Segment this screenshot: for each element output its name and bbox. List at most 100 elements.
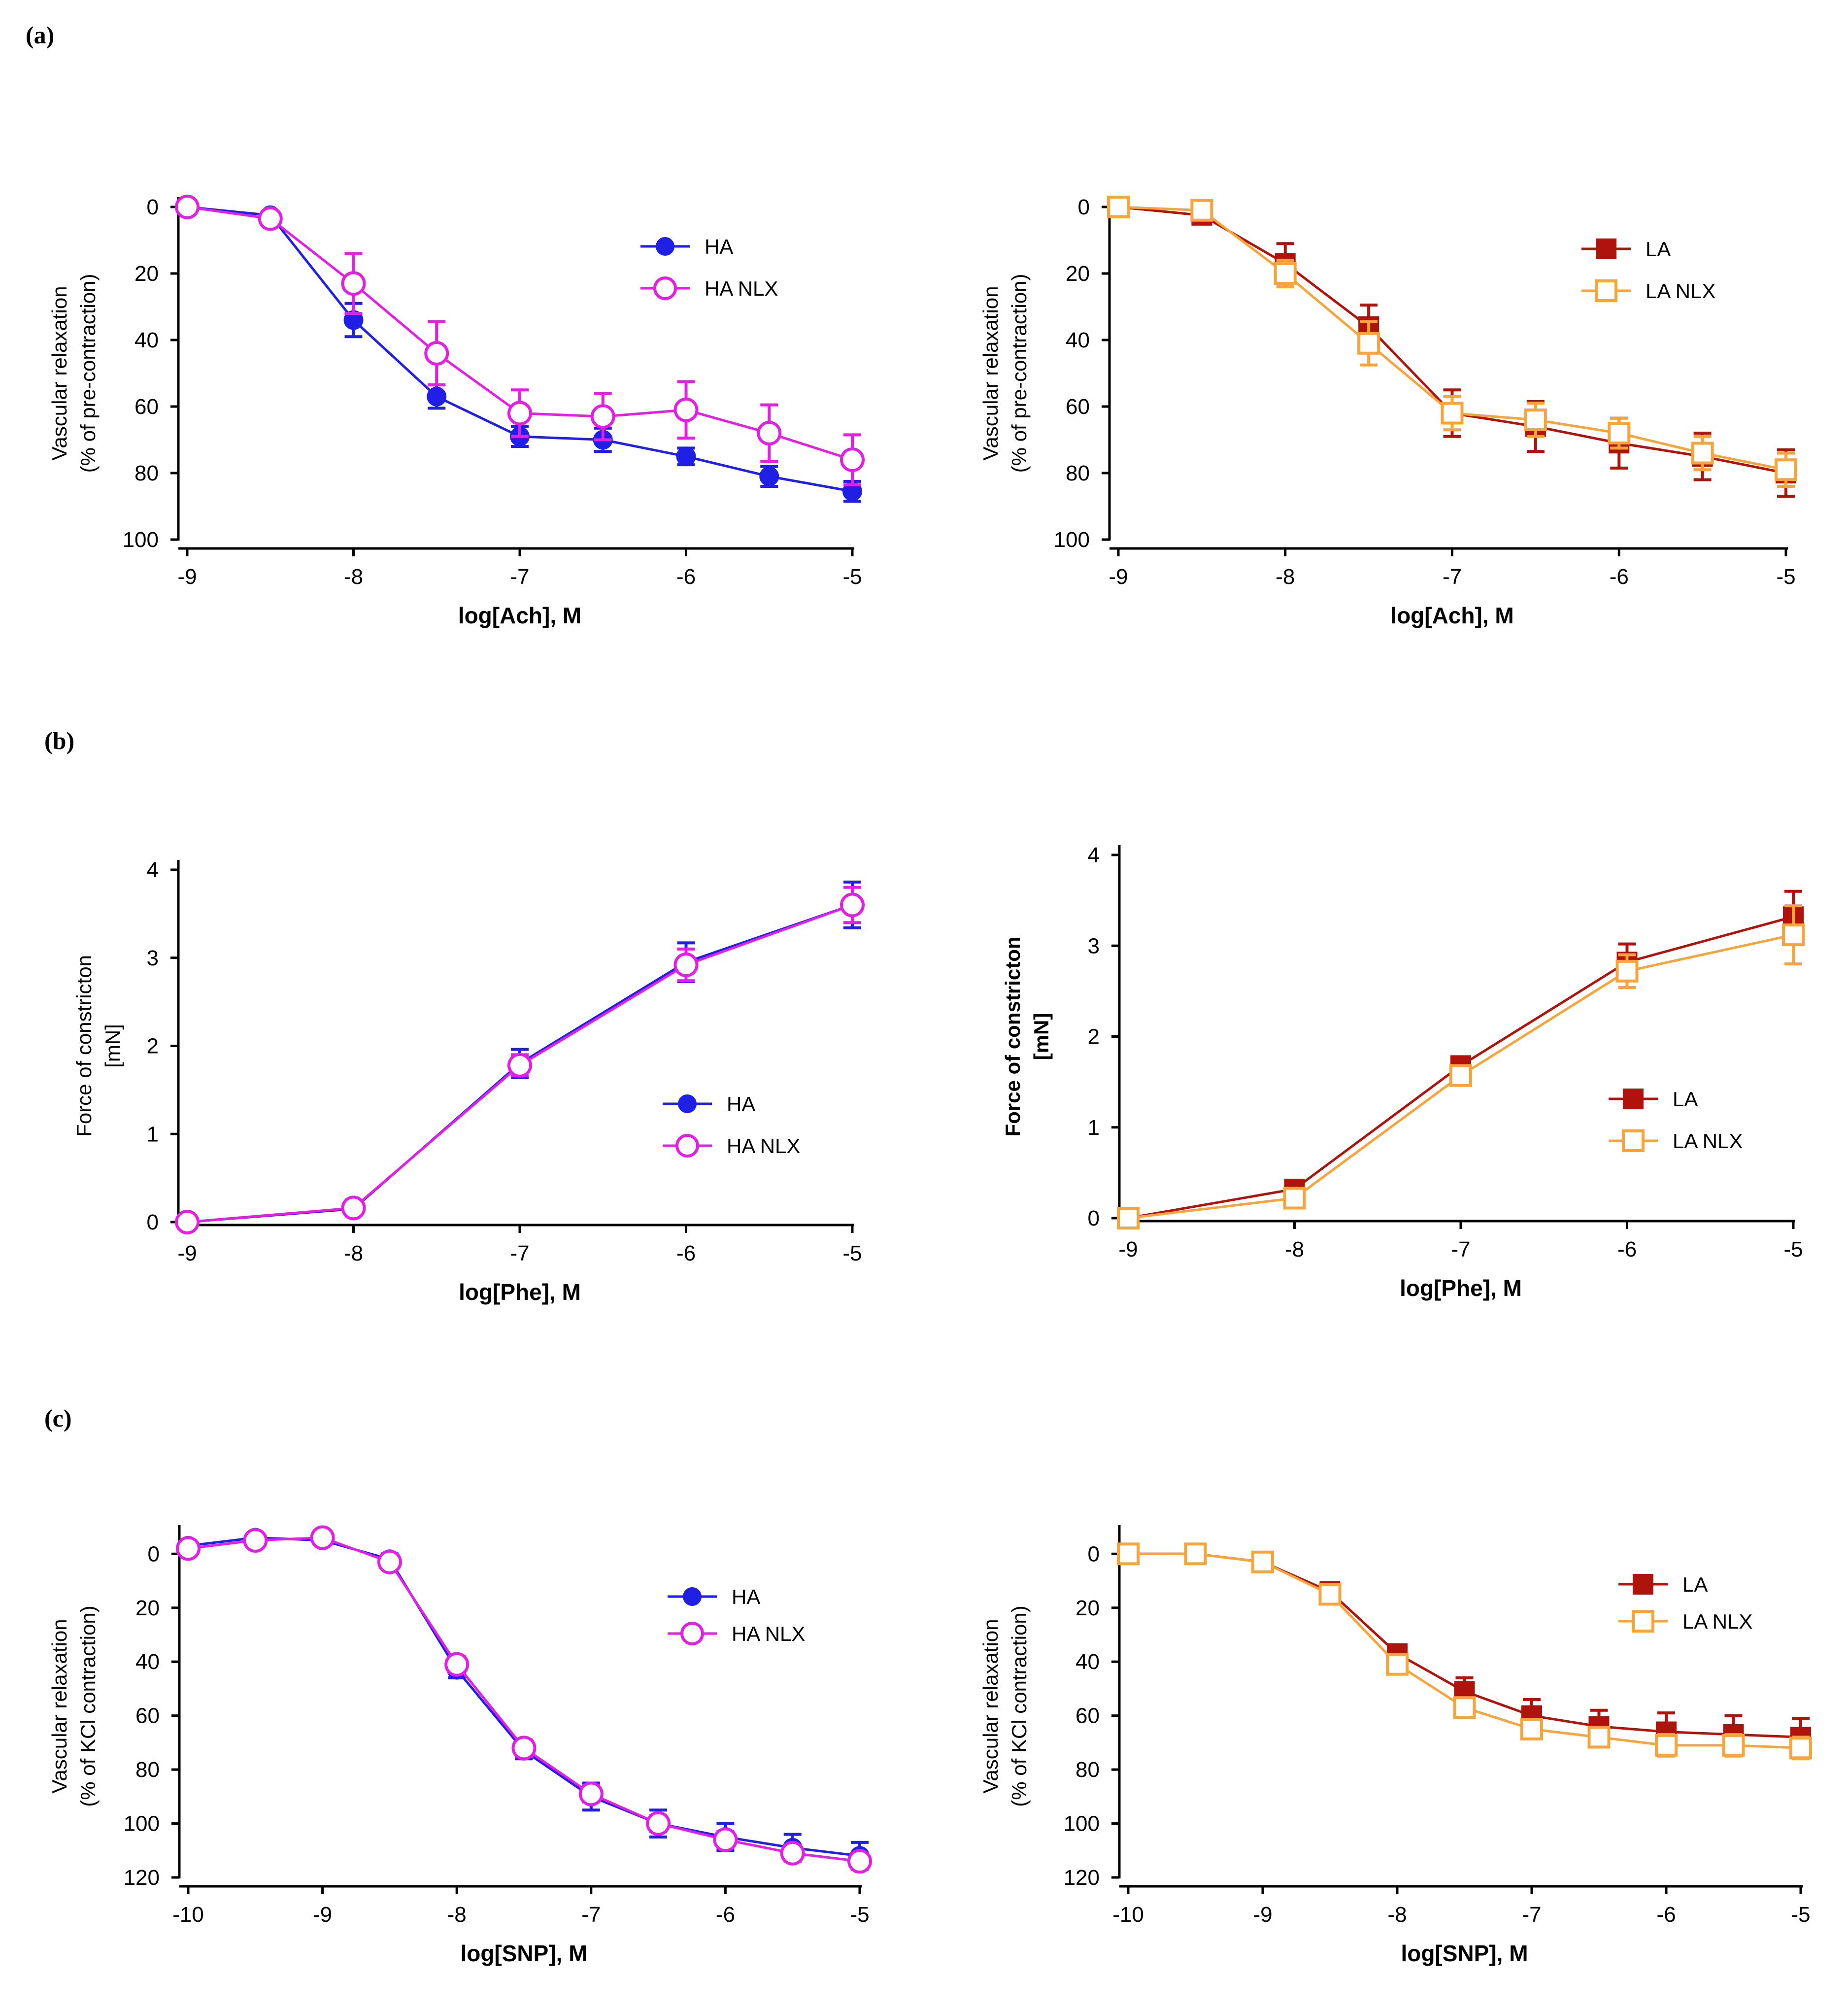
y-axis-title: Vascular relaxation [48,286,71,460]
legend-item: LA NLX [1609,1129,1743,1153]
series-la-nlx [1107,196,1797,488]
chart-b-right: 0 1 2 3 4 -9 -8 -7 -6 -5 log[Phe], M Force of const… [1001,843,1805,1301]
y-tick-label: 20 [1066,262,1090,286]
data-point [310,1525,335,1550]
x-axis-title: log[Ach], M [458,603,581,628]
x-tick-label: -9 [1109,565,1128,589]
y-tick-label: 0 [1088,1542,1100,1566]
y-tick-label: 20 [1075,1596,1100,1620]
x-tick-label: -7 [1451,1237,1470,1261]
data-point [1117,1207,1140,1229]
x-tick-label: -5 [1776,565,1795,589]
data-point [578,1781,604,1806]
y-tick-label: 60 [1066,395,1090,419]
data-point [590,404,615,429]
y-axis-title: (% of pre-contraction) [1008,274,1031,473]
data-point [1357,332,1380,355]
y-tick-label: 100 [1054,528,1090,552]
data-point [341,271,366,296]
legend-marker [1595,279,1617,302]
x-tick-label: -9 [177,565,197,589]
x-axis-title: log[Phe], M [459,1279,581,1305]
x-axis-title: log[Ach], M [1390,603,1513,628]
y-tick-label: 0 [147,195,159,219]
legend-label: HA [732,1585,760,1608]
chart-b-left: 0 1 2 3 4 -9 -8 -7 -6 -5 log[Phe], M Force of const… [72,858,865,1305]
x-tick-label: -8 [344,565,363,589]
x-tick-label: -5 [1791,1903,1810,1927]
y-tick-label: 40 [1066,328,1090,352]
y-tick-label: 4 [1088,843,1100,867]
data-point [176,1536,201,1561]
data-point [511,1736,537,1761]
chart-c-left: 0 20 40 60 80 100 120 -10 -9 -8 -7 -6 -5 log[SNP], M V… [48,1525,872,1966]
legend-item: HA NLX [663,1134,800,1158]
series-line [187,205,853,493]
legend-label: LA [1682,1573,1708,1596]
legend-item: LA [1609,1088,1698,1111]
data-point [1283,1187,1306,1210]
data-point [1587,1726,1611,1749]
x-tick-label: -5 [842,1241,862,1265]
legend-marker [680,1622,704,1645]
data-point [1453,1696,1476,1719]
legend-item: HA [663,1092,755,1116]
legend-marker [678,1094,697,1113]
x-tick-label: -9 [313,1903,332,1927]
legend-label: HA [705,235,733,258]
y-tick-label: 0 [1078,195,1090,219]
data-point [1449,1064,1472,1087]
x-tick-label: -8 [1285,1237,1304,1261]
x-tick-label: -7 [1443,565,1462,589]
x-tick-label: -8 [447,1903,467,1927]
panel-label-c: (c) [44,1404,72,1432]
y-axis-title: (% of pre-contraction) [76,274,100,473]
data-point [1524,409,1547,431]
legend-marker [653,276,677,300]
data-point [175,1210,200,1234]
data-point [673,397,699,422]
y-axis-title: Force of constricton [1001,936,1024,1136]
data-point [759,466,779,486]
legend-item: HA [640,235,733,258]
data-point [713,1827,738,1852]
data-point [1782,923,1805,947]
data-point [1608,422,1631,444]
x-tick-label: -9 [177,1241,197,1265]
data-point [1184,1542,1207,1566]
x-tick-label: -6 [1656,1903,1676,1927]
x-tick-label: -7 [581,1903,601,1927]
series-ha-nlx [176,1525,872,1874]
x-axis-title: log[Phe], M [1400,1275,1522,1301]
y-tick-label: 120 [1064,1866,1100,1890]
y-axis-title: Force of constricton [72,955,96,1137]
x-tick-label: -6 [1617,1237,1637,1261]
x-tick-label: -8 [344,1241,363,1265]
y-tick-label: 120 [124,1866,160,1890]
x-axis-title: log[SNP], M [460,1941,587,1966]
x-tick-label: -5 [842,565,862,589]
x-tick-label: -5 [850,1903,869,1927]
y-tick-label: 40 [135,1650,160,1674]
y-tick-label: 60 [135,1704,160,1728]
legend-label: HA [727,1092,755,1116]
y-tick-label: 3 [1088,934,1100,958]
y-tick-label: 0 [147,1210,159,1234]
y-axis-title: Vascular relaxation [979,1619,1002,1793]
series-ha [178,1528,870,1871]
y-axis-title: [mN] [1030,1013,1053,1060]
x-tick-label: -10 [172,1903,204,1927]
legend-item: HA [668,1585,760,1608]
y-tick-label: 80 [134,461,159,485]
data-point [840,892,865,918]
x-tick-label: -9 [1118,1237,1138,1261]
x-tick-label: -7 [1522,1903,1541,1927]
legend-label: HA NLX [727,1134,800,1158]
y-axis-title: Vascular relaxation [48,1619,71,1793]
legend-label: HA NLX [732,1622,805,1645]
y-tick-label: 80 [1066,461,1090,485]
legend-label: LA NLX [1682,1610,1752,1633]
data-point [1190,199,1213,222]
series-ha-nlx [175,195,865,486]
